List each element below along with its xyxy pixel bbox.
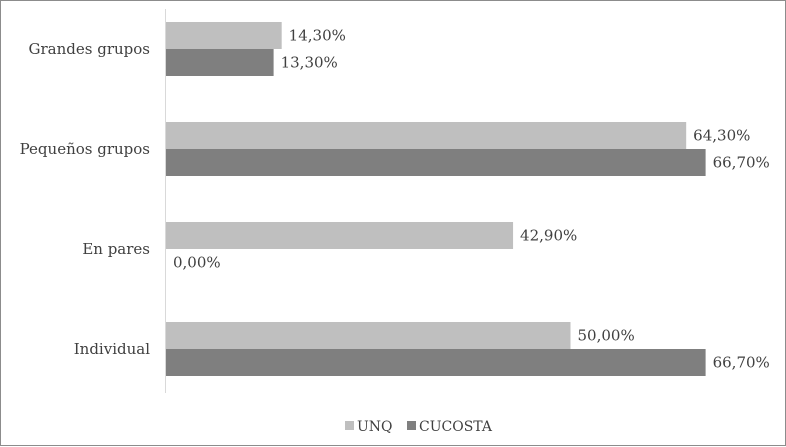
legend-label-unq: UNQ: [357, 419, 393, 435]
data-label: 50,00%: [578, 327, 635, 345]
legend-swatch-cucosta: [407, 421, 416, 430]
category-label: Individual: [74, 340, 150, 358]
data-label: 64,30%: [693, 127, 750, 145]
data-label: 14,30%: [289, 27, 346, 45]
bar-cucosta-1: [166, 149, 706, 176]
bar-cucosta-3: [166, 349, 706, 376]
category-label: Pequeños grupos: [20, 140, 150, 158]
legend: UNQ CUCOSTA: [345, 419, 493, 435]
category-label: Grandes grupos: [29, 40, 150, 58]
data-label: 66,70%: [713, 354, 770, 372]
bar-unq-2: [166, 222, 514, 249]
data-label: 13,30%: [281, 54, 338, 72]
legend-label-cucosta: CUCOSTA: [419, 419, 493, 435]
bar-unq-1: [166, 122, 687, 149]
data-label: 0,00%: [173, 254, 221, 272]
bar-unq-3: [166, 322, 571, 349]
data-label: 42,90%: [520, 227, 577, 245]
category-label: En pares: [82, 240, 150, 258]
bar-cucosta-0: [166, 49, 274, 76]
bar-unq-0: [166, 22, 282, 49]
legend-swatch-unq: [345, 421, 354, 430]
data-label: 66,70%: [713, 154, 770, 172]
bars-layer: Grandes grupos 14,30% 13,30% Pequeños grupo…: [20, 22, 770, 376]
